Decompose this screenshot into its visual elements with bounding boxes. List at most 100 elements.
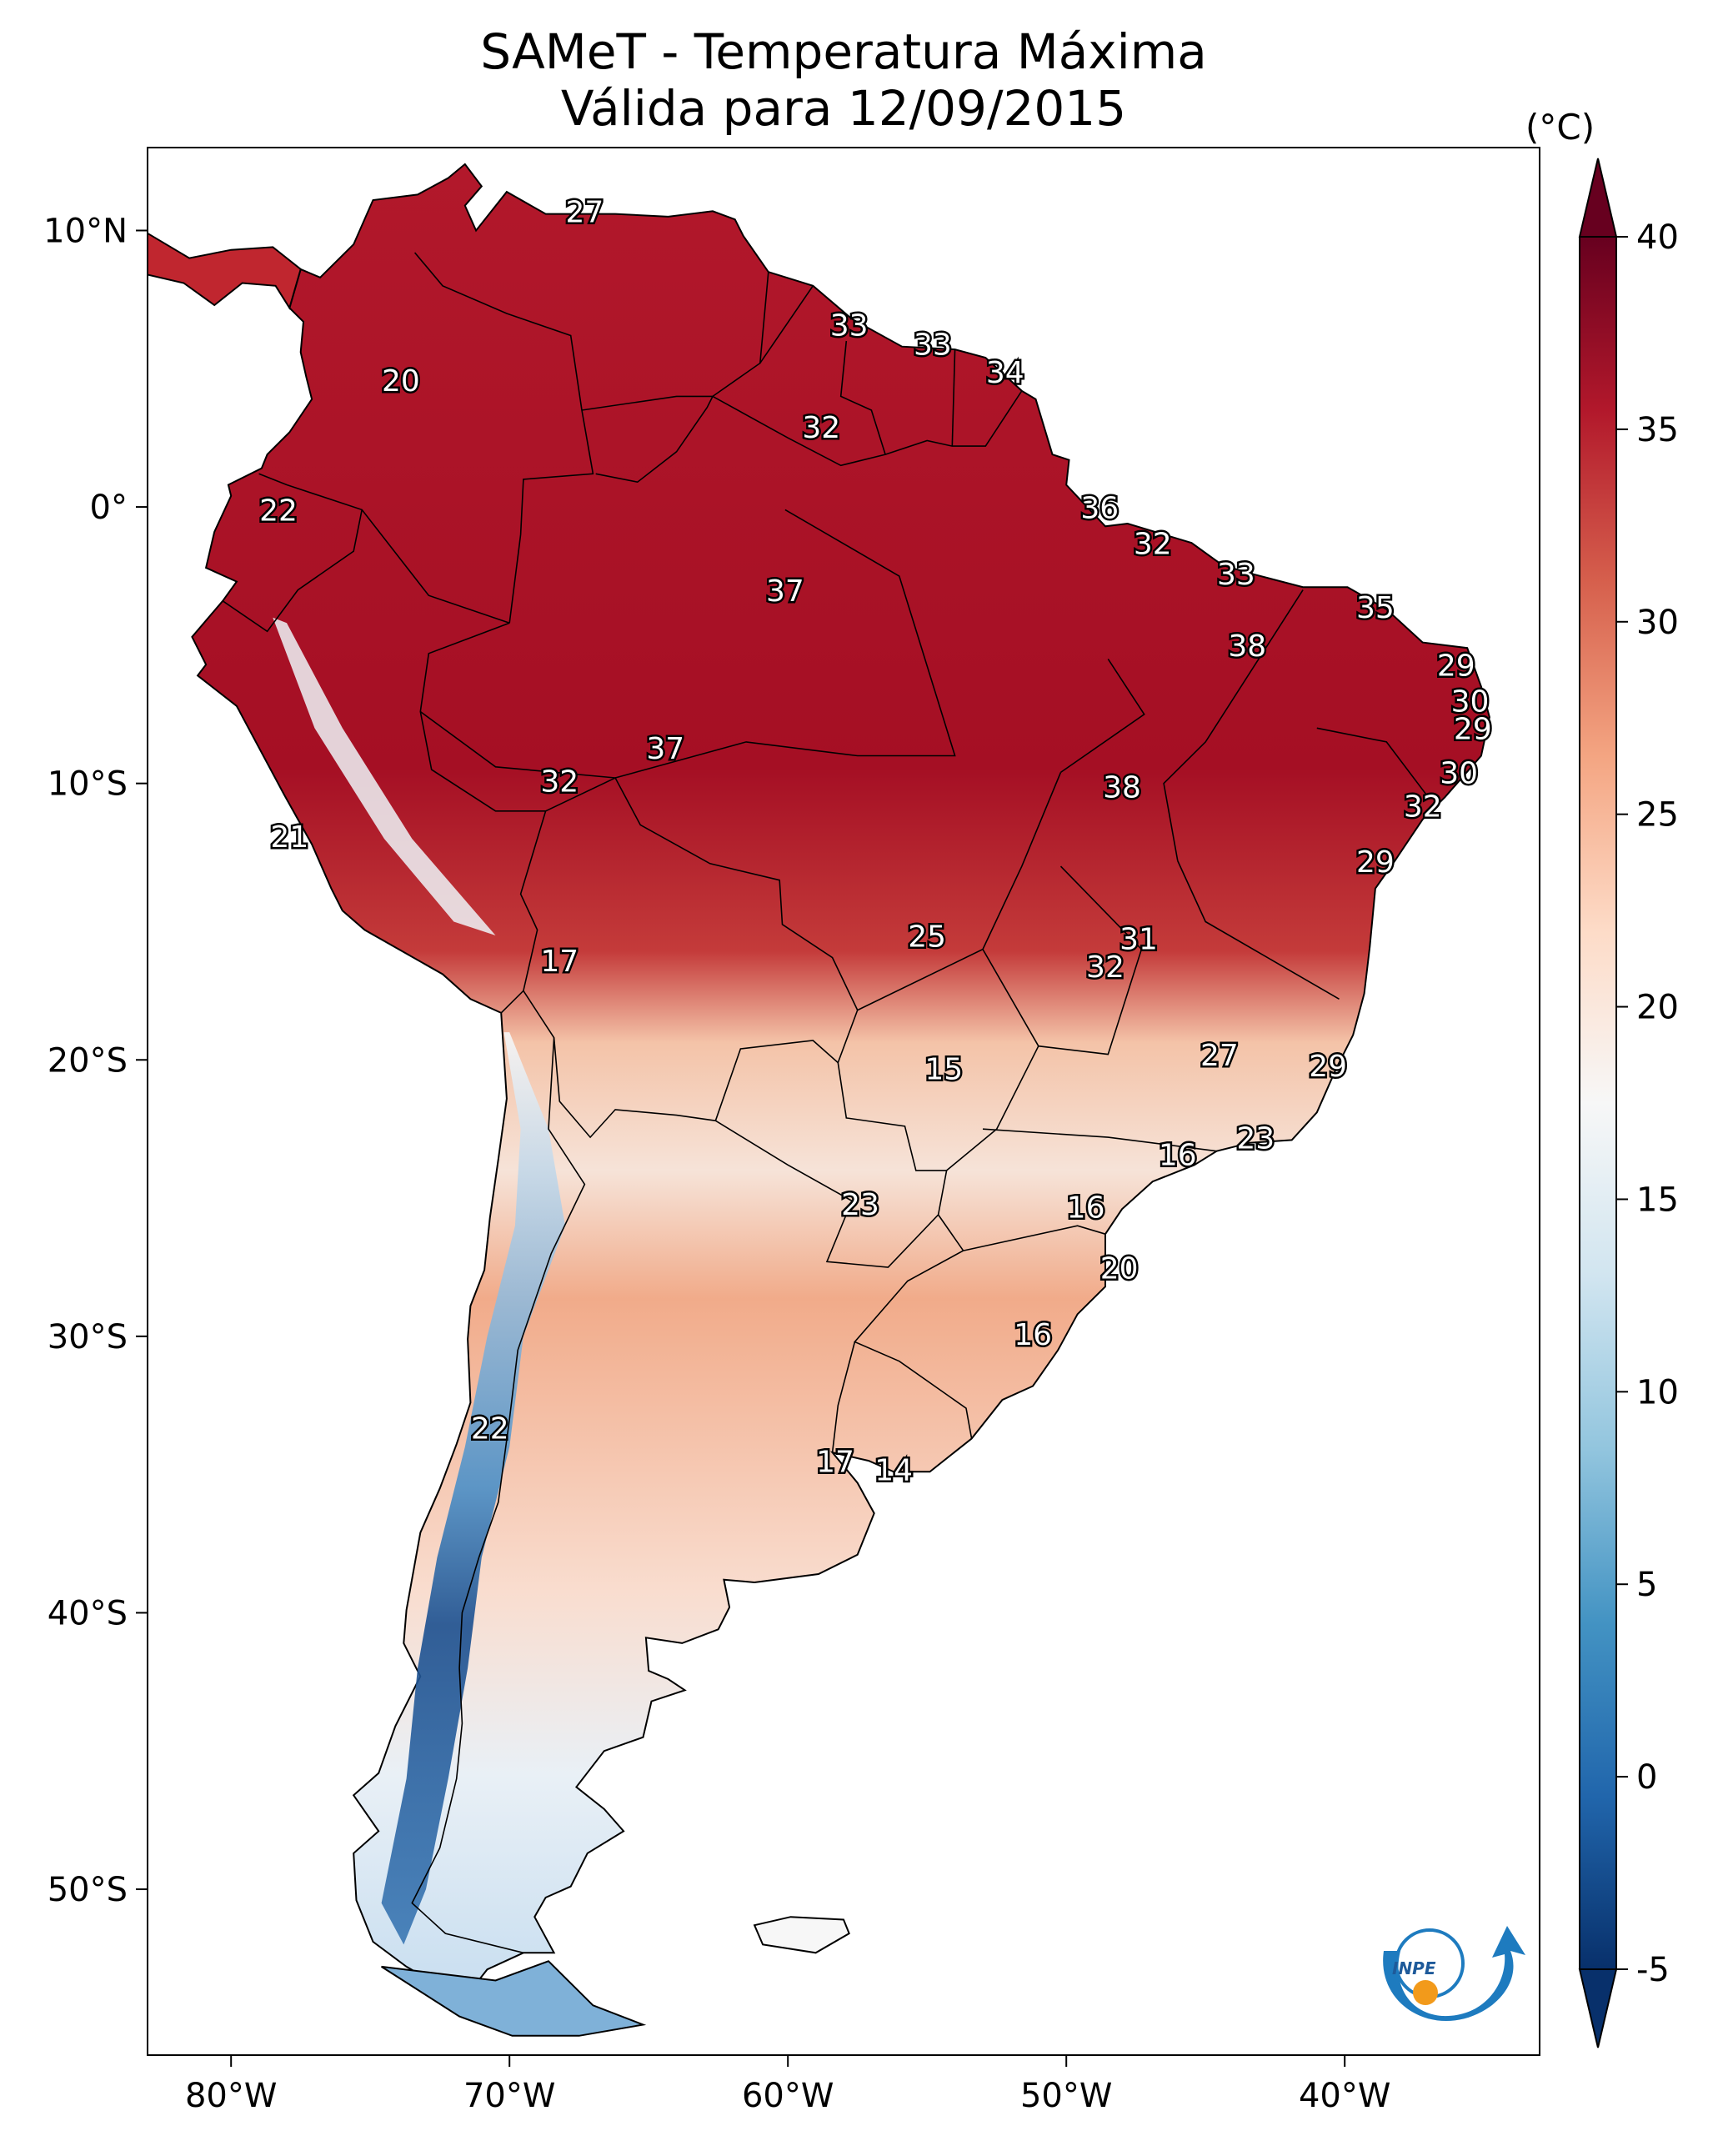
x-tick-label: 60°W [742,2077,834,2115]
south-america-landmass [147,163,1490,2037]
colorbar-tick-label: 30 [1636,604,1679,642]
country-border [419,710,616,779]
country-border [614,509,956,779]
tierra-del-fuego-shape [381,1960,647,2037]
andes-cold-band [381,1032,565,1945]
colorbar-tick-label: 35 [1636,411,1679,449]
station-value-label: 32 [540,765,579,800]
station-value-label: 16 [1159,1138,1197,1172]
y-tick-label: 10°N [43,212,128,250]
andes-north-band [273,617,496,935]
station-value-label: 17 [540,945,579,979]
country-border [963,1225,1106,1251]
panama-shape [147,232,302,310]
station-value-label: 15 [924,1053,963,1087]
x-axis-ticks: 80°W 70°W 60°W 50°W 40°W [185,2055,1390,2115]
station-value-label: 25 [908,920,946,954]
country-border [581,395,714,484]
station-value-label: 29 [1454,713,1492,747]
colorbar-unit: (°C) [1525,107,1595,148]
station-value-label: 37 [646,732,684,766]
colorbar-tick-label: 40 [1636,218,1679,257]
y-tick-label: 50°S [48,1871,128,1909]
station-value-label: 34 [986,356,1024,390]
colorbar-tick-label: 5 [1636,1566,1657,1604]
station-value-label: 32 [1404,790,1442,825]
country-border [222,509,363,633]
station-value-label: 36 [1080,491,1119,525]
logo-swoosh-icon [1383,1926,1525,2022]
country-border [857,772,1062,1011]
station-value-label: 20 [1100,1251,1139,1286]
logo-text: INPE [1392,1958,1436,1978]
country-border [759,285,814,364]
station-value-label: 35 [1356,591,1395,625]
station-value-label: 22 [471,1412,509,1447]
station-value-label: 30 [1440,757,1478,791]
country-border [982,1128,1217,1152]
station-value-label: 32 [1134,527,1172,561]
station-value-label: 38 [1103,770,1141,805]
y-tick-label: 10°S [48,765,128,804]
y-tick-label: 20°S [48,1041,128,1080]
colorbar-tick-label: -5 [1636,1951,1670,1989]
inpe-logo: INPE [1383,1926,1525,2022]
colorbar-tick-label: 20 [1636,989,1679,1027]
station-value-label: 21 [270,820,308,855]
colorbar-tick-label: 15 [1636,1181,1679,1219]
station-value-label: 17 [816,1445,854,1479]
colorbar-scale [1579,236,1617,1970]
station-value-label: 33 [1217,558,1255,592]
country-border [411,1037,586,1954]
station-value-label: 37 [766,574,804,609]
station-value-label: 29 [1356,845,1395,880]
y-tick-label: 40°S [48,1594,128,1632]
station-value-label: 31 [1119,923,1158,957]
y-axis-ticks: 10°N 0° 10°S 20°S 30°S 40°S 50°S [43,212,148,1909]
country-border [1060,658,1145,774]
country-border [712,390,1023,467]
country-border [523,776,859,1139]
x-tick-label: 40°W [1299,2077,1390,2115]
country-border [1177,860,1340,1000]
station-value-label: 29 [1437,649,1475,683]
logo-sun-icon [1413,1980,1438,2005]
colorbar-min-extension [1578,1968,1618,2048]
station-value-label: 20 [382,364,420,399]
station-value-label: 23 [1236,1121,1275,1156]
x-tick-label: 70°W [463,2077,555,2115]
station-value-label: 27 [565,196,604,230]
station-value-label: 32 [1086,950,1124,985]
malvinas-shape [753,1916,850,1954]
station-value-label: 23 [841,1188,879,1222]
colorbar-tick-label: 10 [1636,1373,1679,1411]
station-value-label: 33 [914,328,952,363]
colorbar-tick-label: 0 [1636,1758,1657,1797]
country-border [419,622,547,1014]
country-border [1316,727,1430,798]
country-border [946,1045,1039,1171]
station-value-label: 38 [1228,629,1266,664]
station-value-label: 22 [259,494,298,529]
station-value-label: 16 [1014,1318,1052,1352]
map-subtitle: Válida para 12/09/2015 [560,80,1127,137]
colorbar-tick-label: 25 [1636,796,1679,835]
station-value-label: 33 [830,309,869,343]
map-title: SAMeT - Temperatura Máxima [480,23,1207,80]
country-border [831,1341,856,1453]
x-tick-label: 80°W [185,2077,277,2115]
country-border [1163,589,1304,861]
country-border [951,349,956,447]
colorbar-max-extension [1578,158,1618,238]
station-value-label: 30 [1451,685,1490,720]
station-value-label: 16 [1067,1191,1105,1225]
station-value-label: 29 [1309,1050,1347,1084]
y-tick-label: 30°S [48,1318,128,1356]
x-tick-label: 50°W [1020,2077,1112,2115]
country-border [982,865,1143,1055]
station-value-label: 32 [802,411,840,445]
y-tick-label: 0° [90,489,128,527]
colorbar-ticks: -5 0 5 10 15 20 25 30 35 40 [1616,218,1679,1989]
